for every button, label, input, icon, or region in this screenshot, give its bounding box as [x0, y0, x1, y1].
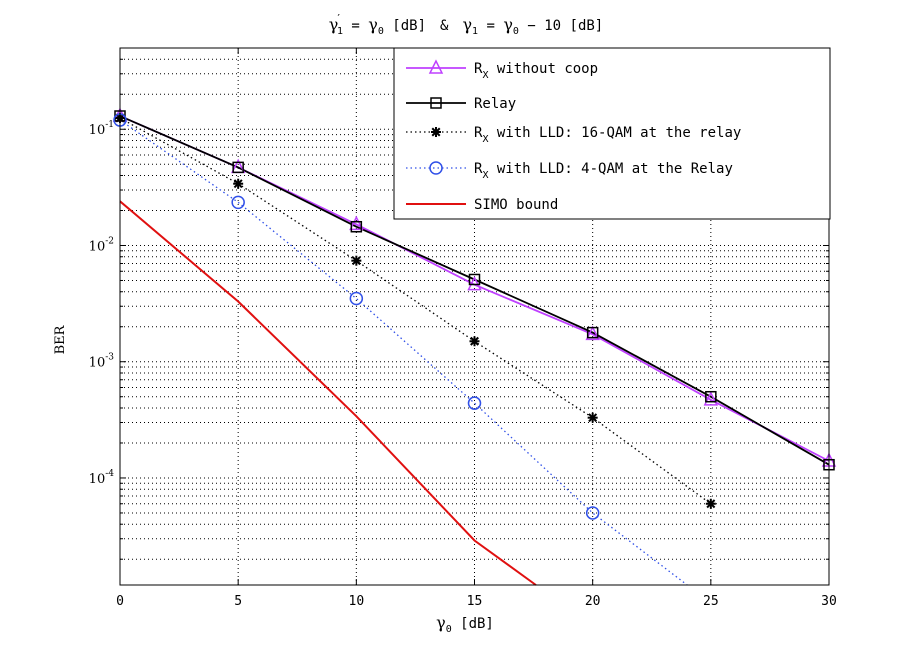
legend-marker-3: [429, 161, 443, 175]
legend: RX without coop Relay RX with LLD: 16-QAM …: [393, 47, 831, 220]
legend-label-3: RX with LLD: 4-QAM at the Relay: [474, 161, 733, 181]
y-axis-label: BER: [53, 324, 68, 354]
series-2-point: [705, 498, 716, 509]
x-tick-label: 30: [821, 594, 837, 609]
x-axis-label: γ0 [dB]: [436, 613, 494, 635]
series-1-point: [468, 273, 481, 286]
y-tick-label: 10-4: [89, 469, 115, 487]
series-line-2: [119, 117, 712, 505]
series-0-point: [585, 325, 600, 341]
series-1-point: [586, 326, 599, 339]
x-tick-label: 0: [116, 594, 124, 609]
series-0-point: [349, 215, 364, 231]
legend-label-2: RX with LLD: 16-QAM at the relay: [474, 125, 741, 145]
series-2-point: [469, 336, 480, 347]
x-tick-label: 20: [585, 594, 601, 609]
legend-label-0: RX without coop: [474, 61, 598, 81]
series-0-point: [703, 391, 719, 406]
series-line-1: [119, 115, 830, 466]
y-tick-label: 10-2: [89, 236, 114, 254]
series-1-point: [350, 220, 363, 233]
chart-title: γ′ 1 = γ0 [dB] & γ1 = γ0 − 10 [dB]: [329, 12, 603, 37]
x-tick-label: 15: [467, 594, 483, 609]
series-line-3: [119, 119, 688, 586]
series-3-point: [231, 195, 245, 210]
series-line-4: [119, 200, 537, 586]
series-1-point: [705, 390, 717, 403]
x-tick-label: 25: [703, 594, 719, 609]
series-2-point: [587, 412, 598, 423]
x-tick-label: 5: [234, 594, 242, 609]
series-2-point: [351, 255, 362, 266]
x-tick-label: 10: [349, 594, 365, 609]
legend-box: [393, 47, 831, 220]
grid: [120, 48, 829, 585]
legend-marker-1: [430, 97, 442, 109]
legend-marker-2: [431, 127, 441, 137]
legend-marker-0: [428, 59, 444, 74]
y-tick-label: 10-1: [89, 120, 114, 138]
series-2-point: [233, 178, 244, 189]
y-tick-label: 10-3: [89, 353, 115, 371]
series-3-point: [349, 291, 364, 306]
legend-label-4: SIMO bound: [474, 197, 558, 213]
series-3-point: [585, 506, 600, 520]
series-0-point: [467, 276, 482, 291]
series-markers: [112, 107, 837, 520]
legend-label-1: Relay: [474, 96, 516, 112]
series-1-point: [232, 161, 244, 174]
series-3-point: [467, 396, 482, 410]
